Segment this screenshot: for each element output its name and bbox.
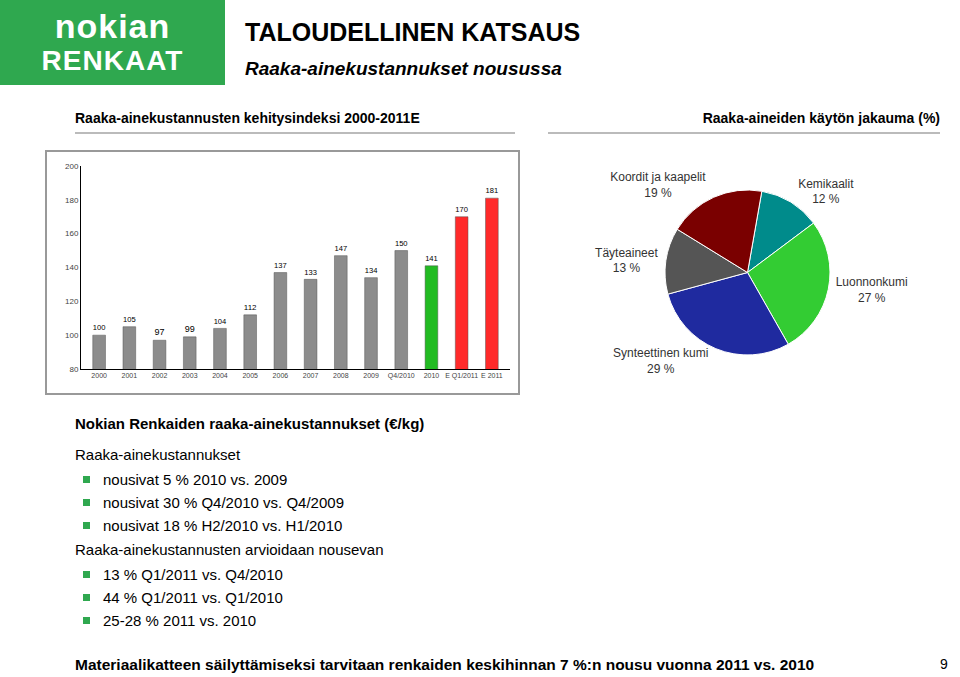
html-text:nousivat 30 % Q4/2010 vs. Q4/2: nousivat 30 % Q4/2010 vs. Q4/2009 — [103, 494, 344, 511]
html-text:Raaka-ainekustannusten kehitys: Raaka-ainekustannusten kehitysindeksi 20… — [75, 110, 420, 126]
svg-text:80: 80 — [69, 365, 78, 374]
svg-text:Täyteaineet13 %: Täyteaineet13 % — [595, 246, 658, 276]
html-text:RENKAAT: RENKAAT — [41, 45, 184, 76]
svg-text:99: 99 — [185, 324, 195, 334]
svg-text:E 2011: E 2011 — [481, 372, 503, 379]
svg-text:134: 134 — [365, 266, 378, 275]
svg-text:105: 105 — [123, 315, 136, 324]
svg-text:100: 100 — [93, 323, 106, 332]
html-text:nousivat 18 % H2/2010 vs. H1/2: nousivat 18 % H2/2010 vs. H1/2010 — [103, 517, 343, 534]
svg-text:Kemikaalit12 %: Kemikaalit12 % — [798, 177, 854, 207]
svg-text:104: 104 — [214, 317, 227, 326]
html-text:Raaka-ainekustannusten arvioid: Raaka-ainekustannusten arvioidaan nousev… — [75, 541, 384, 558]
svg-text:Synteettinen kumi29 %: Synteettinen kumi29 % — [613, 346, 708, 376]
svg-text:170: 170 — [455, 205, 468, 214]
html-text:Materiaalikatteen säilyttämise: Materiaalikatteen säilyttämiseksi tarvit… — [75, 656, 815, 673]
svg-text:200: 200 — [65, 162, 79, 171]
svg-text:2002: 2002 — [152, 372, 168, 379]
svg-text:2001: 2001 — [122, 372, 138, 379]
html-text:Raaka-ainekustannukset noususs: Raaka-ainekustannukset nousussa — [245, 58, 562, 79]
html-text:9: 9 — [940, 656, 948, 672]
html-text:TALOUDELLINEN KATSAUS: TALOUDELLINEN KATSAUS — [245, 18, 581, 46]
svg-text:160: 160 — [65, 229, 79, 238]
svg-text:2010: 2010 — [424, 372, 440, 379]
svg-text:2007: 2007 — [303, 372, 319, 379]
html-text:nousivat 5 % 2010 vs. 2009: nousivat 5 % 2010 vs. 2009 — [103, 471, 288, 488]
svg-text:133: 133 — [304, 268, 317, 277]
svg-text:Q4/2010: Q4/2010 — [388, 372, 415, 380]
svg-text:2006: 2006 — [273, 372, 289, 379]
svg-text:150: 150 — [395, 239, 408, 248]
svg-text:97: 97 — [155, 327, 165, 337]
svg-text:180: 180 — [65, 196, 79, 205]
svg-text:137: 137 — [274, 261, 287, 270]
svg-text:2003: 2003 — [182, 372, 198, 379]
svg-text:147: 147 — [334, 244, 347, 253]
html-text:nokian: nokian — [54, 7, 171, 45]
svg-text:181: 181 — [486, 186, 499, 195]
svg-text:140: 140 — [65, 263, 79, 272]
svg-text:2004: 2004 — [212, 372, 228, 379]
html-text:25-28 % 2011 vs. 2010: 25-28 % 2011 vs. 2010 — [103, 612, 257, 629]
svg-text:Luonnonkumi27 %: Luonnonkumi27 % — [836, 275, 908, 305]
html-text:Raaka-aineiden käytön jakauma: Raaka-aineiden käytön jakauma (%) — [702, 110, 940, 126]
html-text:Nokian Renkaiden raaka-ainekus: Nokian Renkaiden raaka-ainekustannukset … — [75, 415, 425, 432]
html-text:Raaka-ainekustannukset: Raaka-ainekustannukset — [75, 446, 241, 463]
html-text:13 % Q1/2011 vs. Q4/2010: 13 % Q1/2011 vs. Q4/2010 — [103, 566, 283, 583]
svg-text:100: 100 — [65, 331, 79, 340]
svg-text:120: 120 — [65, 297, 79, 306]
svg-text:112: 112 — [244, 303, 257, 312]
svg-text:2005: 2005 — [242, 372, 258, 379]
svg-text:2009: 2009 — [363, 372, 379, 379]
svg-text:E Q1/2011: E Q1/2011 — [445, 372, 478, 380]
svg-text:2008: 2008 — [333, 372, 349, 379]
html-text:44 % Q1/2011 vs. Q1/2010: 44 % Q1/2011 vs. Q1/2010 — [103, 589, 283, 606]
svg-text:Koordit ja kaapelit19 %: Koordit ja kaapelit19 % — [610, 170, 706, 200]
svg-text:141: 141 — [425, 254, 438, 263]
svg-text:2000: 2000 — [91, 372, 107, 379]
